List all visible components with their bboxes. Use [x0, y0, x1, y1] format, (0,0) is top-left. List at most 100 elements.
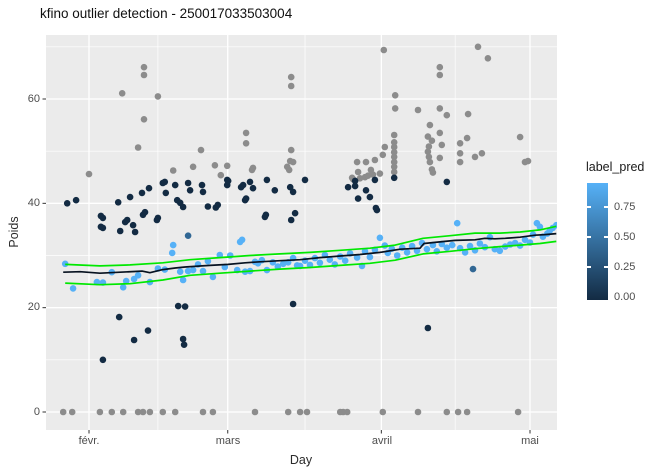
data-point — [263, 176, 271, 184]
data-point — [463, 408, 471, 416]
data-point — [85, 170, 93, 178]
legend-tick-000: 0.00 — [614, 291, 636, 303]
x-tick-label-fevr: févr. — [78, 435, 100, 447]
data-point — [414, 106, 422, 114]
data-point — [130, 336, 138, 344]
data-point — [436, 105, 444, 112]
y-tick-label-60: 60 — [27, 93, 40, 105]
colorbar-notch — [604, 206, 608, 208]
data-point — [251, 408, 259, 416]
data-point — [214, 201, 222, 209]
data-point — [453, 219, 461, 227]
data-point — [423, 245, 431, 253]
data-point — [249, 164, 257, 172]
data-point — [390, 168, 398, 176]
data-point — [249, 184, 257, 192]
data-point — [514, 408, 522, 416]
data-point — [369, 171, 377, 178]
data-point — [393, 252, 401, 259]
data-point — [134, 408, 142, 416]
colorbar-notch — [587, 236, 591, 238]
data-point — [376, 170, 384, 177]
data-point — [126, 193, 134, 201]
data-point — [536, 223, 544, 231]
data-point — [171, 408, 179, 416]
data-point — [443, 111, 451, 119]
colorbar-notch — [604, 236, 608, 238]
data-point — [484, 55, 492, 62]
data-point — [169, 167, 177, 174]
data-point — [184, 179, 192, 187]
data-point — [436, 154, 444, 162]
data-point — [464, 110, 472, 118]
data-point — [289, 158, 297, 166]
data-point — [224, 177, 232, 185]
data-point — [246, 178, 254, 186]
data-point — [296, 408, 304, 416]
data-point — [139, 408, 147, 416]
data-point — [184, 267, 192, 275]
data-point — [316, 259, 324, 267]
data-point — [242, 129, 250, 137]
data-point — [390, 163, 398, 171]
data-point — [289, 300, 297, 308]
data-point — [118, 90, 126, 97]
data-point — [184, 232, 192, 239]
data-point — [159, 408, 167, 416]
data-point — [119, 284, 127, 291]
data-point — [476, 240, 484, 247]
legend-tick-050: 0.50 — [614, 231, 636, 243]
data-point — [116, 227, 124, 235]
data-point — [63, 200, 71, 207]
data-point — [204, 203, 212, 210]
data-point — [448, 241, 456, 249]
data-point — [524, 157, 532, 165]
data-point — [362, 187, 370, 194]
y-tick-label-40: 40 — [27, 197, 40, 209]
data-point — [478, 150, 486, 157]
data-point — [176, 268, 184, 276]
data-point — [356, 175, 364, 182]
data-point — [115, 313, 123, 321]
data-point — [463, 134, 471, 142]
data-point — [284, 408, 292, 416]
data-point — [289, 188, 297, 196]
data-point — [242, 195, 250, 202]
data-point — [180, 341, 188, 349]
data-point — [366, 253, 374, 261]
data-point — [197, 146, 205, 154]
y-tick-label-20: 20 — [27, 301, 40, 313]
data-point — [134, 272, 142, 279]
data-point — [262, 211, 270, 219]
data-point — [129, 221, 137, 229]
data-point — [341, 257, 349, 265]
colorbar-notch — [587, 206, 591, 208]
data-point — [287, 216, 295, 224]
colorbar-notch — [604, 266, 608, 268]
legend-tick-025: 0.25 — [614, 261, 636, 273]
data-point — [59, 408, 67, 416]
data-point — [279, 260, 287, 268]
legend-tick-075: 0.75 — [614, 201, 636, 213]
data-point — [303, 408, 311, 416]
data-point — [344, 183, 352, 191]
data-point — [199, 408, 207, 416]
data-point — [366, 193, 374, 201]
data-point — [144, 327, 152, 334]
data-point — [154, 214, 162, 222]
data-point — [162, 189, 170, 197]
data-point — [381, 143, 389, 151]
data-point — [425, 153, 433, 161]
y-axis-title: Poids — [7, 216, 21, 248]
data-point — [469, 265, 477, 273]
data-point — [456, 158, 464, 166]
x-tick-label-avril: avril — [371, 435, 393, 447]
data-point — [326, 256, 334, 264]
data-point — [436, 129, 444, 137]
data-point — [134, 144, 142, 151]
minor-gridlines — [46, 35, 557, 430]
axis-tick-marks — [42, 98, 531, 434]
data-point — [186, 187, 194, 194]
data-point — [242, 140, 250, 147]
data-point — [209, 273, 217, 281]
